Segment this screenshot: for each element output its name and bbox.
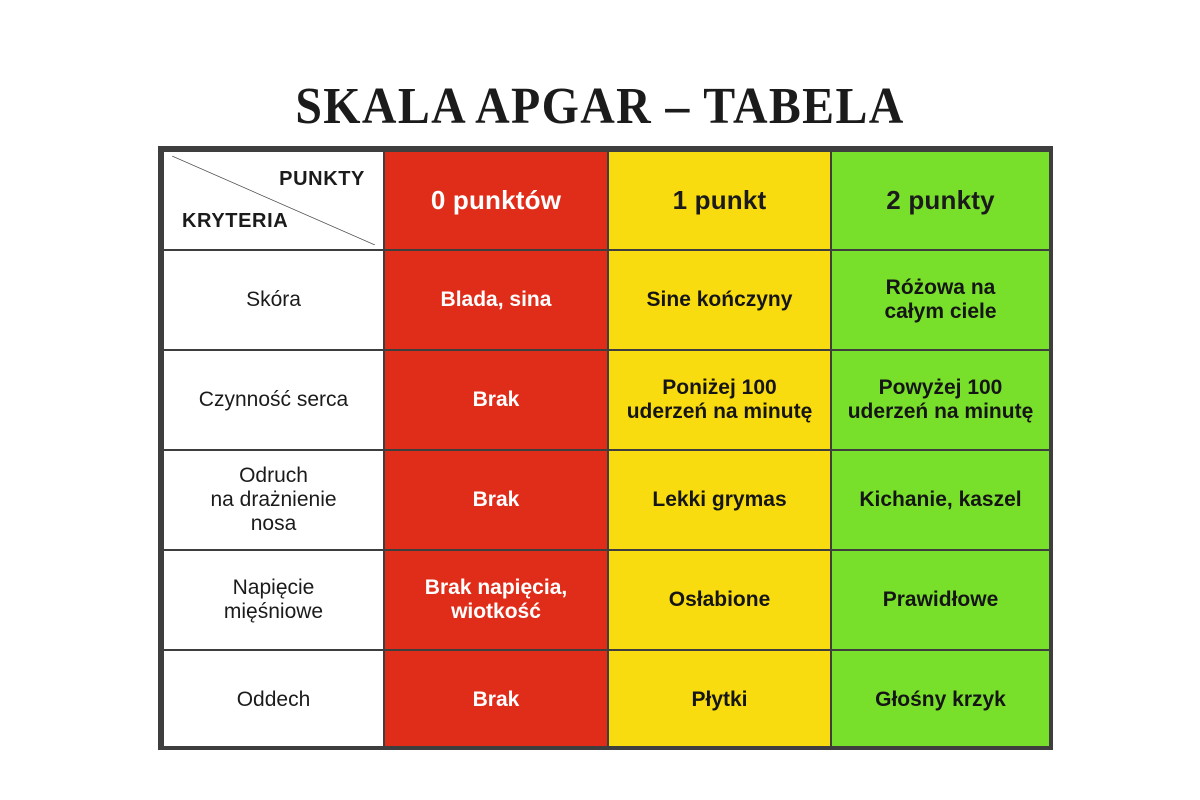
header-cell-1-punkt: 1 punkt [607,150,832,251]
criterion-cell: Napięcie mięśniowe [162,549,385,651]
table-row: Oddech Brak Płytki Głośny krzyk [162,649,1049,746]
value-cell-1-punkt: Lekki grymas [607,449,832,551]
criterion-cell: Odruch na drażnienie nosa [162,449,385,551]
value-cell-1-punkt: Sine kończyny [607,249,832,351]
header-cell-0-punktow: 0 punktów [383,150,609,251]
criterion-label: Czynność serca [198,388,349,412]
criterion-cell: Czynność serca [162,349,385,451]
table-row: Napięcie mięśniowe Brak napięcia, wiotkość… [162,549,1049,651]
value-label: Sine kończyny [646,288,793,312]
value-label: Brak napięcia, wiotkość [424,576,568,623]
header-cell-2-punkty: 2 punkty [830,150,1049,251]
criterion-cell: Oddech [162,649,385,746]
value-label: Różowa na całym ciele [884,276,997,323]
corner-label-punkty: PUNKTY [279,168,365,190]
value-label: Płytki [691,688,748,712]
criterion-label: Napięcie mięśniowe [223,576,324,623]
criterion-label: Odruch na drażnienie nosa [210,464,337,535]
header-label-0-punktow: 0 punktów [430,184,562,215]
value-cell-0-punktow: Blada, sina [383,249,609,351]
value-cell-2-punkty: Kichanie, kaszel [830,449,1049,551]
corner-header-cell: PUNKTY KRYTERIA [162,150,385,251]
value-label: Brak [472,488,520,512]
value-cell-0-punktow: Brak [383,649,609,746]
value-cell-2-punkty: Prawidłowe [830,549,1049,651]
corner-label-kryteria: KRYTERIA [182,210,289,233]
header-label-1-punkt: 1 punkt [672,184,767,215]
table-row: Skóra Blada, sina Sine kończyny Różowa n… [162,249,1049,351]
value-cell-2-punkty: Głośny krzyk [830,649,1049,746]
criterion-label: Skóra [246,288,301,312]
table-row: Odruch na drażnienie nosa Brak Lekki gryma… [162,449,1049,551]
header-label-2-punkty: 2 punkty [886,184,995,215]
value-cell-0-punktow: Brak [383,349,609,451]
value-cell-2-punkty: Różowa na całym ciele [830,249,1049,351]
value-cell-2-punkty: Powyżej 100 uderzeń na minutę [830,349,1049,451]
table-header-row: PUNKTY KRYTERIA 0 punktów 1 punkt 2 punk… [162,150,1049,251]
value-label: Prawidłowe [882,588,999,612]
value-label: Lekki grymas [652,488,787,512]
value-label: Kichanie, kaszel [859,488,1022,512]
value-label: Głośny krzyk [875,688,1006,712]
value-label: Blada, sina [440,288,552,312]
apgar-table: PUNKTY KRYTERIA 0 punktów 1 punkt 2 punk… [162,150,1049,746]
criterion-cell: Skóra [162,249,385,351]
value-label: Osłabione [668,588,771,612]
value-cell-1-punkt: Poniżej 100 uderzeń na minutę [607,349,832,451]
diagonal-divider-icon [172,156,375,245]
value-cell-1-punkt: Płytki [607,649,832,746]
value-cell-0-punktow: Brak [383,449,609,551]
table-row: Czynność serca Brak Poniżej 100 uderzeń n… [162,349,1049,451]
value-cell-0-punktow: Brak napięcia, wiotkość [383,549,609,651]
value-label: Poniżej 100 uderzeń na minutę [626,376,813,423]
value-label: Powyżej 100 uderzeń na minutę [847,376,1034,423]
page-title: SKALA APGAR – TABELA [295,77,905,135]
apgar-table-container: PUNKTY KRYTERIA 0 punktów 1 punkt 2 punk… [158,146,1053,750]
criterion-label: Oddech [236,688,311,712]
value-label: Brak [472,388,520,412]
value-label: Brak [472,688,520,712]
value-cell-1-punkt: Osłabione [607,549,832,651]
